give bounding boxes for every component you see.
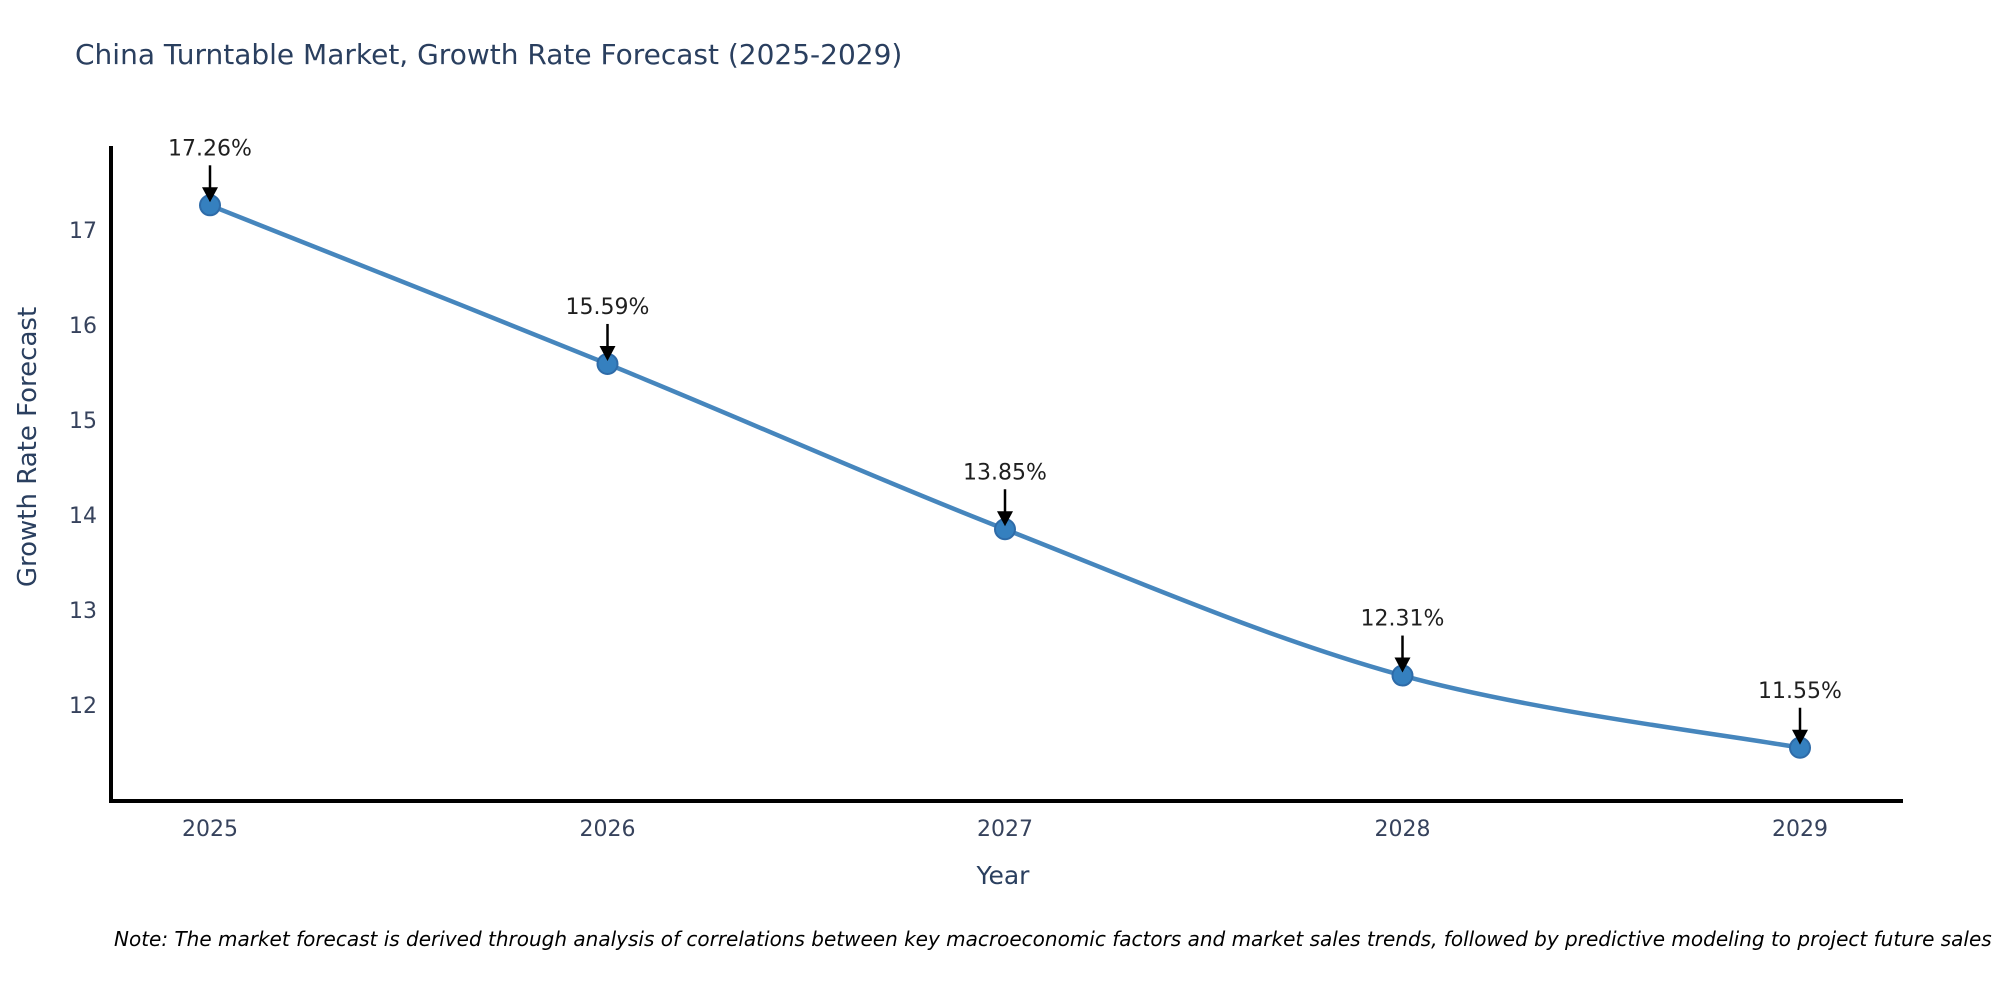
x-tick-label: 2028	[1375, 817, 1431, 842]
y-tick-label: 14	[69, 504, 97, 529]
y-tick-label: 16	[69, 314, 97, 339]
y-tick-label: 15	[69, 409, 97, 434]
y-axis-tick-labels: 12 13 14 15 16 17	[69, 219, 97, 719]
x-tick-label: 2025	[182, 817, 238, 842]
data-point-label: 15.59%	[566, 295, 650, 320]
annotation-arrowhead	[202, 187, 218, 203]
annotation-arrowhead	[1792, 729, 1808, 745]
x-tick-label: 2029	[1772, 817, 1828, 842]
chart-title: China Turntable Market, Growth Rate Fore…	[75, 38, 902, 71]
x-axis-title: Year	[976, 861, 1031, 890]
annotation-arrowhead	[599, 345, 616, 361]
y-tick-label: 13	[69, 599, 97, 624]
data-point-label: 11.55%	[1758, 679, 1842, 704]
x-tick-label: 2027	[977, 817, 1033, 842]
annotation-arrowhead	[997, 511, 1013, 527]
footnote: Note: The market forecast is derived thr…	[114, 927, 1992, 951]
y-tick-label: 17	[69, 219, 97, 244]
annotation-arrowhead	[1394, 657, 1411, 673]
x-axis-tick-labels: 2025 2026 2027 2028 2029	[182, 817, 1828, 842]
data-point-label: 13.85%	[963, 460, 1047, 485]
forecast-series	[199, 194, 1811, 759]
y-tick-label: 12	[69, 694, 97, 719]
x-tick-label: 2026	[580, 817, 636, 842]
data-point-label: 12.31%	[1361, 607, 1445, 632]
data-point-label: 17.26%	[168, 136, 252, 161]
point-annotations: 17.26% 15.59% 13.85% 12.31% 11.55%	[168, 136, 1842, 745]
y-axis-title: Growth Rate Forecast	[13, 307, 43, 587]
